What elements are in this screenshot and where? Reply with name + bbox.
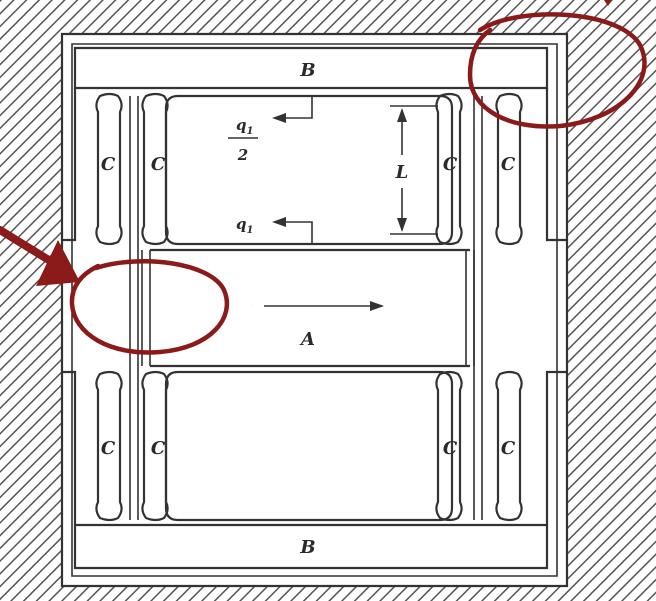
length-arrow-head-up (397, 108, 407, 122)
frame-right-upper-wall (545, 88, 567, 242)
flexure-left-lower-outer (95, 370, 123, 522)
annotation-arrow-shaft (0, 226, 56, 266)
force-half-leader (282, 96, 313, 119)
label-b-bottom: B (299, 537, 315, 558)
flexure-left-upper-outer (95, 92, 123, 246)
platform-a (150, 248, 470, 368)
label-length: L (395, 162, 409, 183)
flexure-left-upper-inner (141, 92, 169, 246)
annotation-mark-top-right (604, 0, 612, 6)
label-c-right-upper-outer: C (501, 154, 516, 175)
annotation-arrow-head (36, 240, 80, 286)
label-c-left-lower-outer: C (101, 438, 116, 459)
block-b-bottom (73, 523, 549, 570)
frame-inner-outline (71, 43, 558, 577)
rod-right-2 (465, 250, 475, 366)
length-arrow-head-down (397, 218, 407, 232)
annotation-circle-top-right (467, 12, 647, 129)
flexure-right-lower-outer (495, 370, 523, 522)
force-half-numerator: q1 (236, 116, 253, 137)
flexure-right-upper-outer (495, 92, 523, 246)
rod-left-1 (129, 96, 139, 520)
displacement-arrow-head-left (250, 301, 264, 311)
frame-outer (62, 34, 567, 586)
frame-left-lower-wall (62, 370, 77, 525)
label-c-left-upper-inner: C (151, 154, 166, 175)
force-half-denominator: 2 (237, 146, 248, 164)
frame-right-lower-wall (545, 370, 567, 525)
frame-outline (60, 32, 569, 588)
force-full-leader (282, 221, 313, 244)
force-full-label: q1 (236, 215, 253, 236)
flexure-left-lower-inner (141, 370, 169, 522)
force-half-arrow-head (272, 113, 286, 123)
label-c-right-upper-inner: C (443, 154, 458, 175)
annotation-circle-left (69, 259, 230, 355)
displacement-arrow-head-right (370, 301, 384, 311)
label-a: A (299, 329, 315, 350)
flexure-right-upper-inner (435, 92, 463, 246)
label-c-right-lower-inner: C (443, 438, 458, 459)
label-b-top: B (299, 60, 315, 81)
flexure-right-lower-inner (435, 370, 463, 522)
label-c-left-lower-inner: C (151, 438, 166, 459)
force-full-arrow-head (272, 217, 286, 227)
label-c-left-upper-outer: C (101, 154, 116, 175)
label-c-right-lower-outer: C (501, 438, 516, 459)
rod-left-2 (141, 250, 151, 366)
frame-left-upper-wall (62, 88, 77, 242)
